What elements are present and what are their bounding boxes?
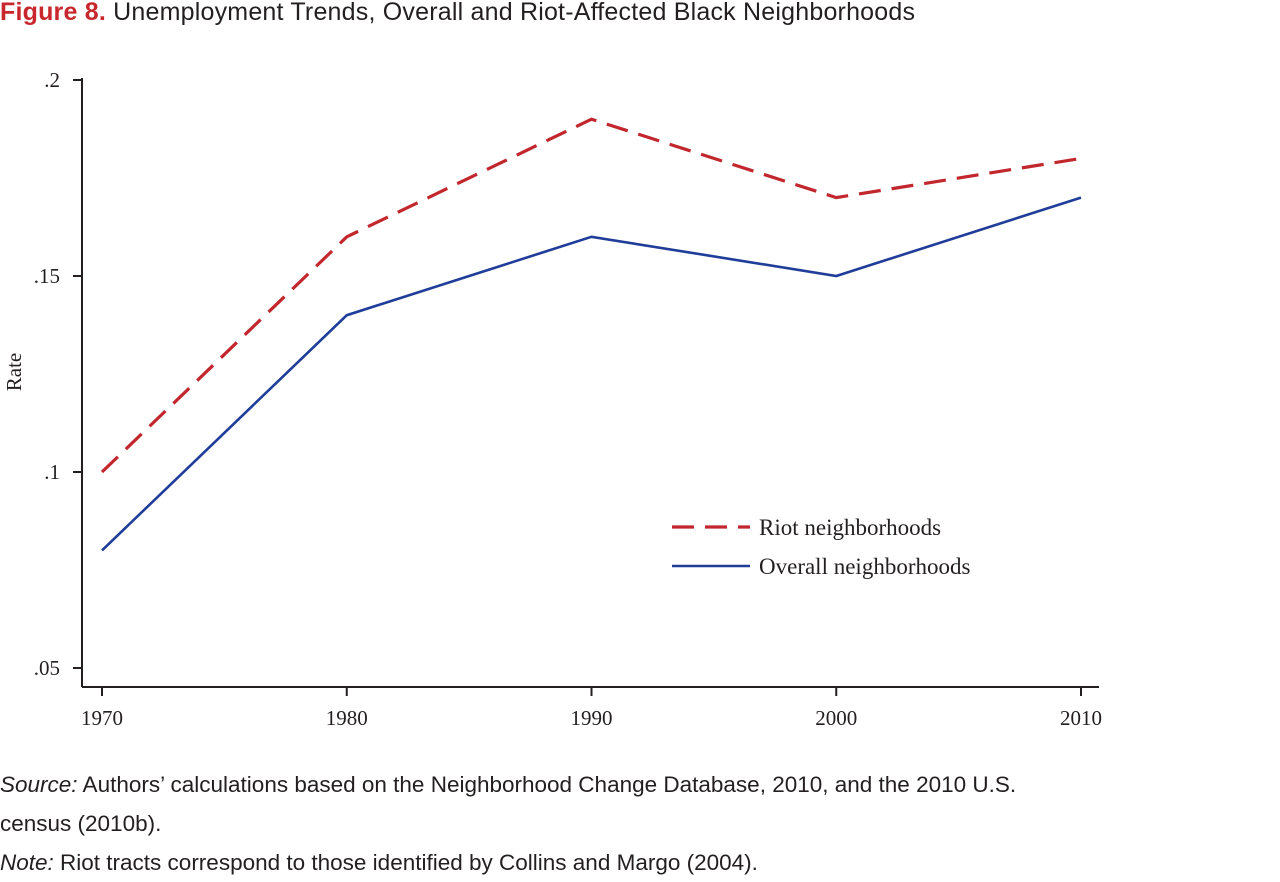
y-tick-label: .15 xyxy=(34,264,60,288)
chart-ticks: .05 .1 .15 .2 1970 1980 1990 2000 2010 xyxy=(34,68,1102,730)
x-tick-label: 1970 xyxy=(81,706,123,730)
y-tick-label: .2 xyxy=(44,68,60,92)
y-axis-label: Rate xyxy=(2,353,26,391)
x-tick-label: 1980 xyxy=(326,706,368,730)
source-line-2: census (2010b). xyxy=(0,804,1280,843)
chart-legend: Riot neighborhoods Overall neighborhoods xyxy=(672,515,970,579)
footnote: Source: Authors’ calculations based on t… xyxy=(0,765,1280,882)
source-text: Authors’ calculations based on the Neigh… xyxy=(77,772,1017,797)
source-text-2: census (2010b). xyxy=(0,811,162,836)
x-tick-label: 2010 xyxy=(1060,706,1102,730)
y-tick-label: .05 xyxy=(34,656,60,680)
source-line: Source: Authors’ calculations based on t… xyxy=(0,765,1280,804)
y-tick-label: .1 xyxy=(44,460,60,484)
series-line xyxy=(100,117,1082,474)
figure-title: Figure 8. Unemployment Trends, Overall a… xyxy=(0,0,915,27)
note-line: Note: Riot tracts correspond to those id… xyxy=(0,843,1280,882)
source-label: Source: xyxy=(0,772,78,797)
figure-title-text: Unemployment Trends, Overall and Riot-Af… xyxy=(113,0,916,26)
x-tick-label: 1990 xyxy=(571,706,613,730)
figure-label: Figure 8. xyxy=(0,0,106,26)
legend-label: Overall neighborhoods xyxy=(759,554,970,579)
chart-axes xyxy=(81,78,1099,688)
series-line xyxy=(101,196,1082,552)
line-chart: .05 .1 .15 .2 1970 1980 1990 2000 2010 Riot neig… xyxy=(2,68,1102,730)
x-tick-label: 2000 xyxy=(815,706,857,730)
note-text: Riot tracts correspond to those identifi… xyxy=(53,850,758,875)
chart-series xyxy=(100,117,1082,552)
legend-label: Riot neighborhoods xyxy=(759,515,941,540)
note-label: Note: xyxy=(0,850,54,875)
